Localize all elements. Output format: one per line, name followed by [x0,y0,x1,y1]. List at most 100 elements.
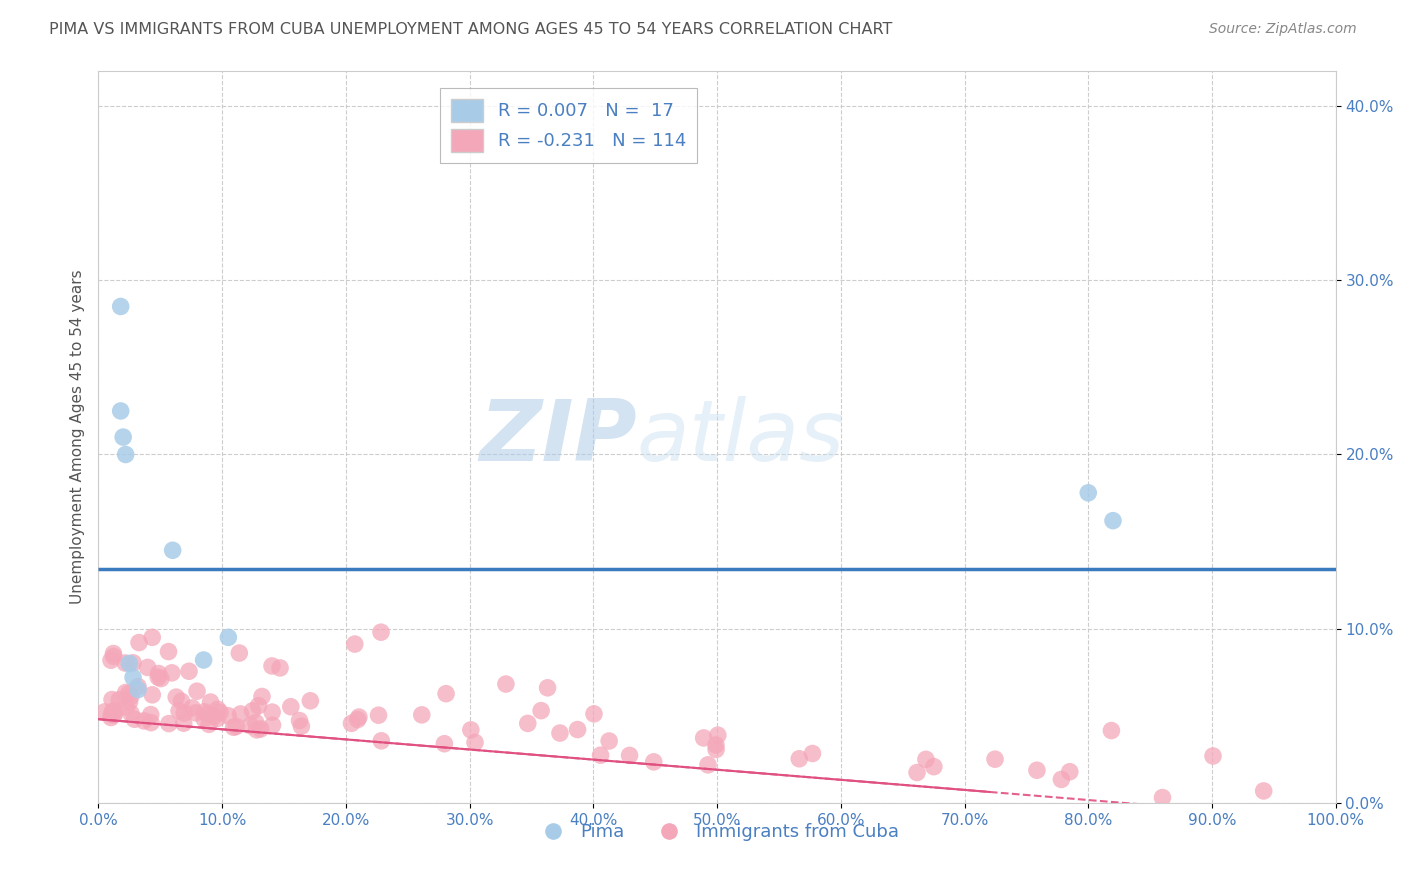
Point [198,717,221,731]
Point [120,706,142,721]
Point [697,757,720,772]
Text: PIMA VS IMMIGRANTS FROM CUBA UNEMPLOYMENT AMONG AGES 45 TO 54 YEARS CORRELATION : PIMA VS IMMIGRANTS FROM CUBA UNEMPLOYMEN… [49,22,893,37]
Point [110,404,132,418]
Point [801,747,824,761]
Legend: Pima, Immigrants from Cuba: Pima, Immigrants from Cuba [527,816,907,848]
Point [239,718,262,732]
Point [114,448,136,462]
Point [136,660,159,674]
Point [246,723,269,737]
Point [269,661,291,675]
Point [124,712,146,726]
Point [118,686,141,700]
Point [120,690,142,704]
Point [367,708,389,723]
Point [157,644,180,658]
Point [242,704,264,718]
Point [122,656,145,670]
Point [208,706,231,720]
Point [707,728,730,742]
Point [1059,764,1081,779]
Point [157,716,180,731]
Point [787,752,810,766]
Point [217,631,239,645]
Point [139,715,162,730]
Point [346,713,368,727]
Point [228,646,250,660]
Point [245,715,267,730]
Point [582,706,605,721]
Point [127,680,149,694]
Point [103,707,125,722]
Point [370,625,392,640]
Point [103,649,125,664]
Point [288,714,311,728]
Point [536,681,558,695]
Point [495,677,517,691]
Point [110,300,132,314]
Point [1102,514,1125,528]
Point [1253,784,1275,798]
Point [915,752,938,766]
Point [162,543,184,558]
Point [619,748,641,763]
Point [548,726,571,740]
Point [128,635,150,649]
Point [132,714,155,728]
Point [93,705,115,719]
Point [139,707,162,722]
Point [464,735,486,749]
Point [148,666,170,681]
Point [598,734,620,748]
Point [290,719,312,733]
Point [260,659,283,673]
Text: ZIP: ZIP [479,395,637,479]
Point [165,690,187,705]
Point [1077,485,1099,500]
Point [148,670,170,684]
Point [197,707,219,722]
Point [112,430,135,444]
Point [922,759,945,773]
Point [704,742,727,756]
Point [643,755,665,769]
Point [434,687,457,701]
Point [160,665,183,680]
Point [1152,790,1174,805]
Point [108,692,131,706]
Point [181,701,204,715]
Point [249,722,271,736]
Point [118,657,141,671]
Point [370,734,392,748]
Point [222,720,245,734]
Point [299,694,322,708]
Point [262,705,284,719]
Point [193,712,215,726]
Point [229,706,252,721]
Point [149,672,172,686]
Point [122,670,145,684]
Point [173,716,195,731]
Point [589,748,612,763]
Point [115,700,138,714]
Point [905,765,928,780]
Point [704,738,727,752]
Point [1050,772,1073,787]
Point [692,731,714,745]
Point [247,698,270,713]
Point [340,716,363,731]
Point [1099,723,1122,738]
Point [101,692,124,706]
Point [225,719,247,733]
Point [280,699,302,714]
Point [118,695,141,709]
Point [202,709,225,723]
Point [141,631,163,645]
Point [460,723,482,737]
Point [103,704,125,718]
Point [984,752,1007,766]
Y-axis label: Unemployment Among Ages 45 to 54 years: Unemployment Among Ages 45 to 54 years [69,269,84,605]
Point [114,656,136,670]
Point [567,723,589,737]
Point [141,688,163,702]
